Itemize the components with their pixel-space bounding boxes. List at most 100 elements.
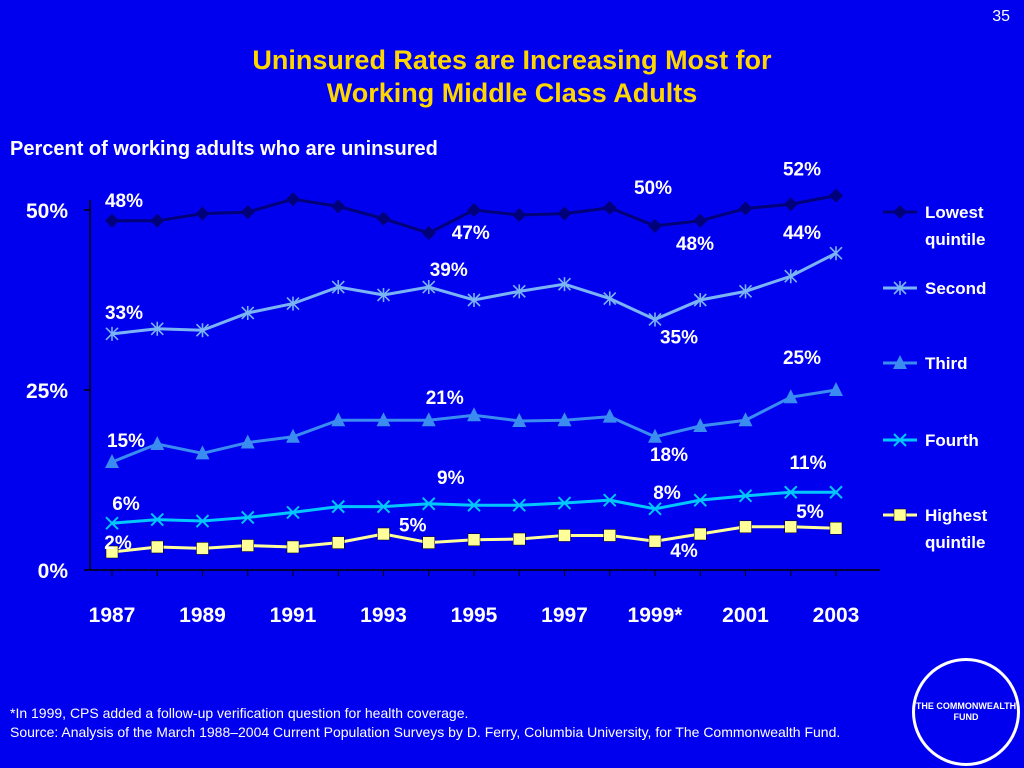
x-tick-label: 1991 xyxy=(270,604,317,627)
data-point xyxy=(105,326,119,341)
data-label: 5% xyxy=(399,516,427,537)
chart-series xyxy=(105,188,843,559)
data-point xyxy=(195,206,210,221)
data-label: 50% xyxy=(634,178,672,199)
data-point xyxy=(286,428,300,443)
y-tick-label: 50% xyxy=(26,200,68,223)
data-label: 5% xyxy=(796,502,824,523)
data-point xyxy=(829,521,843,535)
legend-label: quintile xyxy=(925,533,985,552)
data-point xyxy=(558,529,571,542)
data-point xyxy=(151,540,164,554)
logo-text: THE COMMONWEALTH FUND xyxy=(915,701,1017,722)
data-point xyxy=(512,208,527,223)
data-point xyxy=(376,211,391,226)
data-point xyxy=(738,201,753,216)
x-tick-label: 1989 xyxy=(179,604,226,627)
data-point xyxy=(648,502,662,516)
data-point xyxy=(739,520,752,534)
data-point xyxy=(512,498,526,512)
data-point xyxy=(421,226,436,241)
data-point xyxy=(376,499,391,514)
legend-label: quintile xyxy=(925,230,985,249)
legend-entry: Fourth xyxy=(883,431,979,450)
data-point xyxy=(421,412,436,427)
commonwealth-fund-logo: THE COMMONWEALTH FUND xyxy=(912,658,1020,766)
data-point xyxy=(105,213,119,228)
data-label: 15% xyxy=(107,431,145,452)
data-label: 25% xyxy=(783,348,821,369)
data-point xyxy=(829,485,843,499)
x-tick-label: 1995 xyxy=(451,604,498,627)
data-point xyxy=(467,293,481,307)
data-point xyxy=(694,527,707,541)
x-tick-label: 1999* xyxy=(628,604,684,627)
data-point xyxy=(557,277,572,292)
data-point xyxy=(693,418,708,432)
data-label: 48% xyxy=(676,234,714,255)
data-point xyxy=(738,489,753,503)
data-point xyxy=(738,284,753,299)
slide-number: 35 xyxy=(992,8,1010,25)
legend-entry: Lowest quintile xyxy=(883,203,985,249)
data-point xyxy=(105,545,119,559)
data-label: 6% xyxy=(112,494,140,515)
data-point xyxy=(648,534,662,548)
data-point xyxy=(286,192,300,207)
data-point xyxy=(286,505,300,520)
series-4 xyxy=(105,485,843,530)
data-point xyxy=(422,536,435,549)
data-point xyxy=(377,527,390,541)
data-point xyxy=(784,269,798,284)
legend-entry: Third xyxy=(883,354,968,373)
data-point xyxy=(829,382,843,396)
series-3 xyxy=(105,382,843,468)
data-point xyxy=(693,213,708,228)
data-point xyxy=(241,539,254,552)
data-point xyxy=(648,312,662,327)
data-point xyxy=(422,280,436,295)
legend-label: Third xyxy=(925,354,968,373)
data-point xyxy=(829,246,843,261)
data-point xyxy=(286,540,300,554)
data-point xyxy=(467,533,481,547)
x-tick-label: 1987 xyxy=(89,604,136,627)
data-point xyxy=(693,493,707,507)
data-point xyxy=(422,497,436,511)
chart-annotations: 48% 47% 50% 48% 52% 33% 39% 35% 44% 15% 21% 18% 25% 6… xyxy=(104,160,826,563)
chart-legend: Lowest quintile Second Third Fourth Highest qu… xyxy=(883,203,988,552)
data-label: 52% xyxy=(783,160,821,181)
data-label: 48% xyxy=(105,191,143,212)
data-point xyxy=(331,499,345,514)
legend-marker xyxy=(893,508,907,522)
data-point xyxy=(105,454,119,468)
data-point xyxy=(467,407,481,422)
slide-title: Uninsured Rates are Increasing Most for … xyxy=(0,44,1024,110)
legend-label: Lowest xyxy=(925,203,984,222)
data-point xyxy=(150,512,164,527)
legend-label: Second xyxy=(925,279,986,298)
data-point xyxy=(783,389,798,404)
data-point xyxy=(331,412,346,427)
series-line xyxy=(111,388,837,464)
title-line-1: Uninsured Rates are Increasing Most for xyxy=(252,45,772,75)
series-line xyxy=(111,490,836,525)
data-point xyxy=(513,532,526,546)
data-point xyxy=(557,412,572,427)
data-point xyxy=(603,291,617,306)
data-point xyxy=(557,206,572,221)
data-point xyxy=(241,305,255,320)
data-point xyxy=(467,498,481,512)
footnote-source: Source: Analysis of the March 1988–2004 … xyxy=(10,724,841,740)
data-point xyxy=(286,296,300,311)
data-label: 8% xyxy=(653,483,681,504)
data-point xyxy=(784,520,797,534)
legend-entry: Highest quintile xyxy=(883,506,988,552)
data-label: 4% xyxy=(670,541,698,562)
series-5 xyxy=(105,520,843,559)
data-point xyxy=(195,323,210,338)
x-tick-label: 1997 xyxy=(541,604,588,627)
data-point xyxy=(195,445,210,460)
chart-axes: 0% 25% 50% 1987 1989 1991 1993 1995 1997 1999* 200… xyxy=(26,200,880,627)
legend-marker xyxy=(893,205,907,219)
